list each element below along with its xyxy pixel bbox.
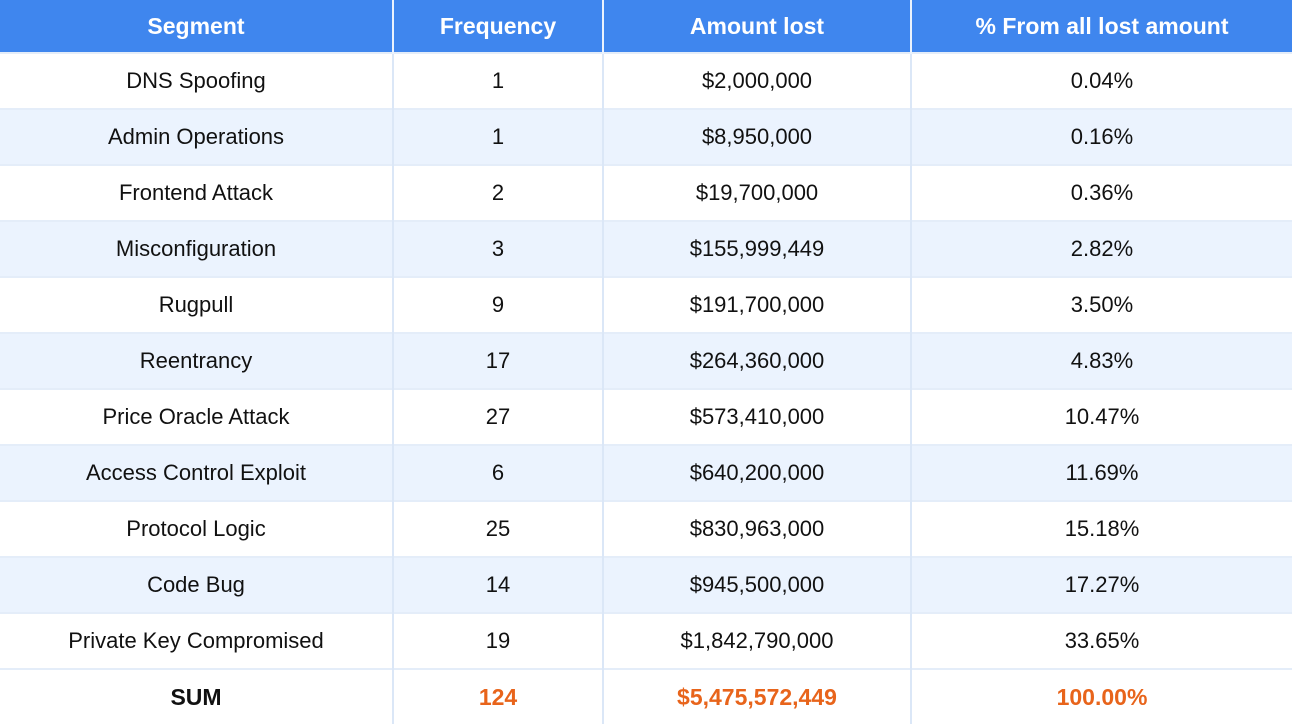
cell-percent-lost: 4.83% <box>911 332 1292 389</box>
cell-frequency: 17 <box>393 332 604 389</box>
cell-amount-lost: $19,700,000 <box>603 164 912 221</box>
cell-amount-lost: $2,000,000 <box>603 52 912 109</box>
cell-percent-lost: 33.65% <box>911 612 1292 669</box>
sum-amount: $5,475,572,449 <box>603 668 912 724</box>
cell-segment: Misconfiguration <box>0 220 394 277</box>
cell-percent-lost: 11.69% <box>911 444 1292 501</box>
cell-frequency: 25 <box>393 500 604 557</box>
cell-percent-lost: 0.36% <box>911 164 1292 221</box>
cell-percent-lost: 15.18% <box>911 500 1292 557</box>
cell-frequency: 6 <box>393 444 604 501</box>
cell-amount-lost: $264,360,000 <box>603 332 912 389</box>
cell-amount-lost: $1,842,790,000 <box>603 612 912 669</box>
header-percent-lost: % From all lost amount <box>911 0 1292 53</box>
cell-percent-lost: 0.04% <box>911 52 1292 109</box>
cell-frequency: 9 <box>393 276 604 333</box>
cell-amount-lost: $945,500,000 <box>603 556 912 613</box>
cell-percent-lost: 17.27% <box>911 556 1292 613</box>
cell-frequency: 14 <box>393 556 604 613</box>
table-row: Protocol Logic 25 $830,963,000 15.18% <box>0 500 1292 557</box>
cell-segment: Rugpull <box>0 276 394 333</box>
header-amount-lost: Amount lost <box>603 0 912 53</box>
table-row: Frontend Attack 2 $19,700,000 0.36% <box>0 164 1292 221</box>
header-segment: Segment <box>0 0 394 53</box>
cell-amount-lost: $8,950,000 <box>603 108 912 165</box>
header-frequency: Frequency <box>393 0 604 53</box>
cell-segment: Code Bug <box>0 556 394 613</box>
cell-percent-lost: 0.16% <box>911 108 1292 165</box>
table-row: Reentrancy 17 $264,360,000 4.83% <box>0 332 1292 389</box>
table-row: Private Key Compromised 19 $1,842,790,000 3… <box>0 612 1292 669</box>
cell-amount-lost: $573,410,000 <box>603 388 912 445</box>
table-row: Code Bug 14 $945,500,000 17.27% <box>0 556 1292 613</box>
cell-segment: Reentrancy <box>0 332 394 389</box>
cell-percent-lost: 10.47% <box>911 388 1292 445</box>
table-body: DNS Spoofing 1 $2,000,000 0.04% Admin Operat… <box>0 52 1292 724</box>
cell-percent-lost: 3.50% <box>911 276 1292 333</box>
table-row: Misconfiguration 3 $155,999,449 2.82% <box>0 220 1292 277</box>
cell-segment: Admin Operations <box>0 108 394 165</box>
cell-frequency: 1 <box>393 108 604 165</box>
sum-label: SUM <box>0 668 394 724</box>
table-row: Rugpull 9 $191,700,000 3.50% <box>0 276 1292 333</box>
cell-frequency: 19 <box>393 612 604 669</box>
cell-percent-lost: 2.82% <box>911 220 1292 277</box>
cell-amount-lost: $191,700,000 <box>603 276 912 333</box>
table-header-row: Segment Frequency Amount lost % From all… <box>0 0 1292 53</box>
table-row: DNS Spoofing 1 $2,000,000 0.04% <box>0 52 1292 109</box>
cell-segment: Frontend Attack <box>0 164 394 221</box>
sum-frequency: 124 <box>393 668 604 724</box>
cell-frequency: 3 <box>393 220 604 277</box>
cell-amount-lost: $830,963,000 <box>603 500 912 557</box>
cell-segment: Price Oracle Attack <box>0 388 394 445</box>
cell-amount-lost: $640,200,000 <box>603 444 912 501</box>
cell-segment: Private Key Compromised <box>0 612 394 669</box>
table-row: Price Oracle Attack 27 $573,410,000 10.47% <box>0 388 1292 445</box>
cell-frequency: 2 <box>393 164 604 221</box>
cell-amount-lost: $155,999,449 <box>603 220 912 277</box>
sum-percent: 100.00% <box>911 668 1292 724</box>
table-row: Access Control Exploit 6 $640,200,000 11.69… <box>0 444 1292 501</box>
cell-segment: DNS Spoofing <box>0 52 394 109</box>
sum-row: SUM 124 $5,475,572,449 100.00% <box>0 668 1292 724</box>
cell-frequency: 1 <box>393 52 604 109</box>
cell-frequency: 27 <box>393 388 604 445</box>
table-row: Admin Operations 1 $8,950,000 0.16% <box>0 108 1292 165</box>
cell-segment: Protocol Logic <box>0 500 394 557</box>
cell-segment: Access Control Exploit <box>0 444 394 501</box>
